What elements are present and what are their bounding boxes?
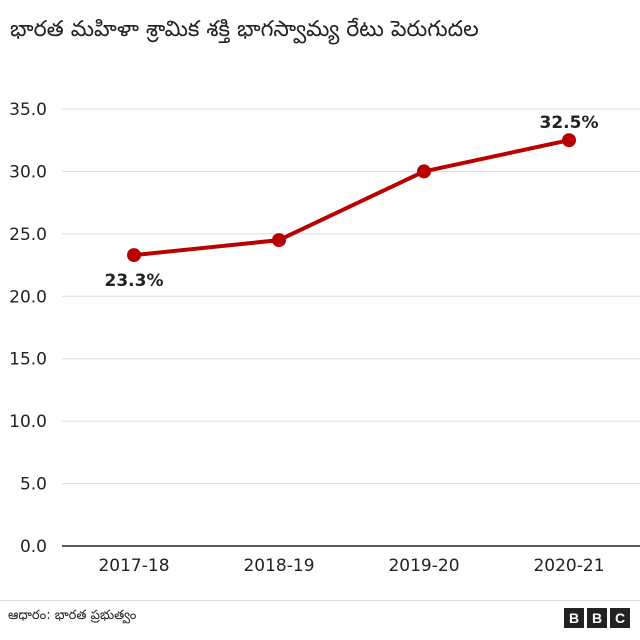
data-point	[127, 248, 141, 263]
bbc-logo-letter: C	[610, 608, 630, 628]
y-tick-label: 25.0	[9, 225, 47, 245]
y-tick-label: 0.0	[20, 537, 47, 557]
data-label: 23.3%	[105, 271, 164, 291]
data-label: 32.5%	[540, 113, 599, 133]
y-tick-label: 30.0	[9, 162, 47, 182]
bbc-logo-letter: B	[587, 608, 607, 628]
x-axis-ticks: 2017-18 2018-19 2019-20 2020-21	[98, 556, 604, 576]
line-chart: 0.05.010.015.020.025.030.035.0 2017-18 20…	[9, 100, 640, 576]
chart-title: భారత మహిళా శ్రామిక శక్తి భాగస్వామ్య రేటు…	[10, 17, 479, 42]
gridlines	[62, 108, 640, 547]
footer-divider	[0, 600, 640, 601]
y-axis-ticks: 0.0 5.0 10.0 15.0 20.0 25.0 30.0 35.0	[9, 100, 47, 557]
data-points	[127, 133, 576, 263]
bbc-logo-letter: B	[564, 608, 584, 628]
series-polyline	[132, 138, 571, 258]
y-tick-label: 10.0	[9, 412, 47, 432]
y-tick-label: 15.0	[9, 350, 47, 370]
data-point	[562, 133, 576, 148]
y-tick-label: 35.0	[9, 100, 47, 120]
source-note: ఆధారం: భారత ప్రభుత్వం	[8, 608, 137, 623]
bbc-logo: B B C	[564, 608, 630, 628]
x-tick-label: 2018-19	[243, 556, 314, 576]
data-point	[417, 164, 431, 179]
data-point	[272, 233, 286, 248]
y-tick-label: 20.0	[9, 287, 47, 307]
y-tick-label: 5.0	[20, 475, 47, 495]
series-line	[132, 138, 571, 258]
x-tick-label: 2019-20	[388, 556, 459, 576]
x-tick-label: 2020-21	[533, 556, 604, 576]
x-tick-label: 2017-18	[98, 556, 169, 576]
data-labels: 23.3% 32.5%	[105, 113, 599, 291]
